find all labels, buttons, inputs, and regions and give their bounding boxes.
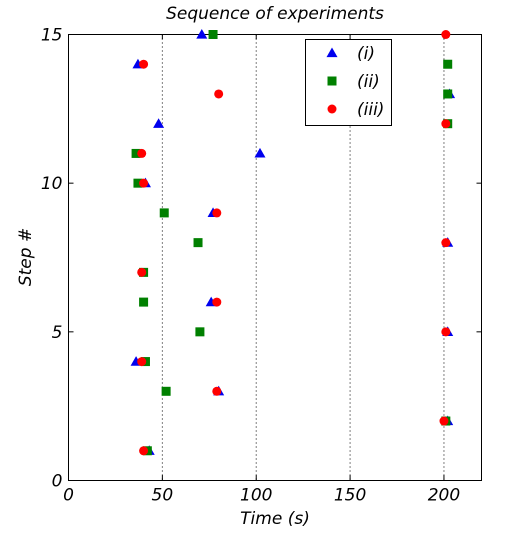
data-point xyxy=(196,29,208,39)
data-point xyxy=(159,208,169,218)
legend-marker xyxy=(326,47,338,58)
data-point xyxy=(214,89,224,99)
data-point xyxy=(441,30,451,39)
data-point xyxy=(254,147,266,158)
vertical-reference-lines xyxy=(161,34,445,481)
y-tick-label: 15 xyxy=(41,26,63,46)
axis-ticks xyxy=(68,34,482,481)
data-point xyxy=(443,59,453,69)
data-point xyxy=(139,297,149,307)
y-tick-label: 10 xyxy=(41,174,63,194)
y-tick-label: 5 xyxy=(52,323,63,343)
data-point xyxy=(212,208,222,218)
x-tick-label: 200 xyxy=(428,486,460,506)
y-axis-label: Step # xyxy=(16,228,36,286)
legend-entry-3: (iii) xyxy=(327,100,384,120)
series-2 xyxy=(131,30,453,456)
data-point xyxy=(131,148,141,158)
data-point xyxy=(137,267,147,277)
x-tick-labels: 0 50 100 150 200 xyxy=(63,486,460,506)
legend-marker xyxy=(327,76,337,86)
data-point xyxy=(137,148,147,158)
data-point xyxy=(153,118,165,128)
legend-label: (ii) xyxy=(357,72,380,92)
legend-entry-1: (i) xyxy=(326,44,375,64)
legend: (i) (ii) (iii) xyxy=(305,39,392,126)
data-point xyxy=(139,178,149,188)
x-axis-label: Time (s) xyxy=(240,509,310,529)
data-point xyxy=(441,238,451,248)
data-point xyxy=(133,178,143,188)
data-point xyxy=(441,327,451,337)
legend-entry-2: (ii) xyxy=(327,72,380,92)
data-point xyxy=(139,446,149,456)
data-point xyxy=(443,89,453,99)
data-point xyxy=(212,386,222,396)
x-tick-label: 50 xyxy=(152,486,174,506)
data-point xyxy=(161,386,171,396)
data-point xyxy=(441,119,451,129)
data-point xyxy=(439,416,449,426)
data-point xyxy=(139,59,149,69)
series-1 xyxy=(130,29,456,455)
legend-marker xyxy=(327,104,337,114)
data-point xyxy=(137,357,147,367)
data-point xyxy=(195,327,205,337)
legend-box xyxy=(305,39,392,126)
legend-label: (i) xyxy=(357,44,375,64)
y-tick-labels: 0 5 10 15 xyxy=(41,26,63,492)
x-tick-label: 150 xyxy=(334,486,366,506)
data-point xyxy=(212,297,222,307)
data-points xyxy=(130,29,456,456)
series-3 xyxy=(137,30,451,456)
x-tick-label: 0 xyxy=(63,486,74,506)
data-point xyxy=(208,30,218,39)
y-tick-label: 0 xyxy=(52,472,63,492)
legend-label: (iii) xyxy=(357,100,384,120)
chart-title: Sequence of experiments xyxy=(166,4,384,24)
x-tick-label: 100 xyxy=(240,486,272,506)
data-point xyxy=(193,238,203,248)
plot-frame xyxy=(68,34,482,481)
